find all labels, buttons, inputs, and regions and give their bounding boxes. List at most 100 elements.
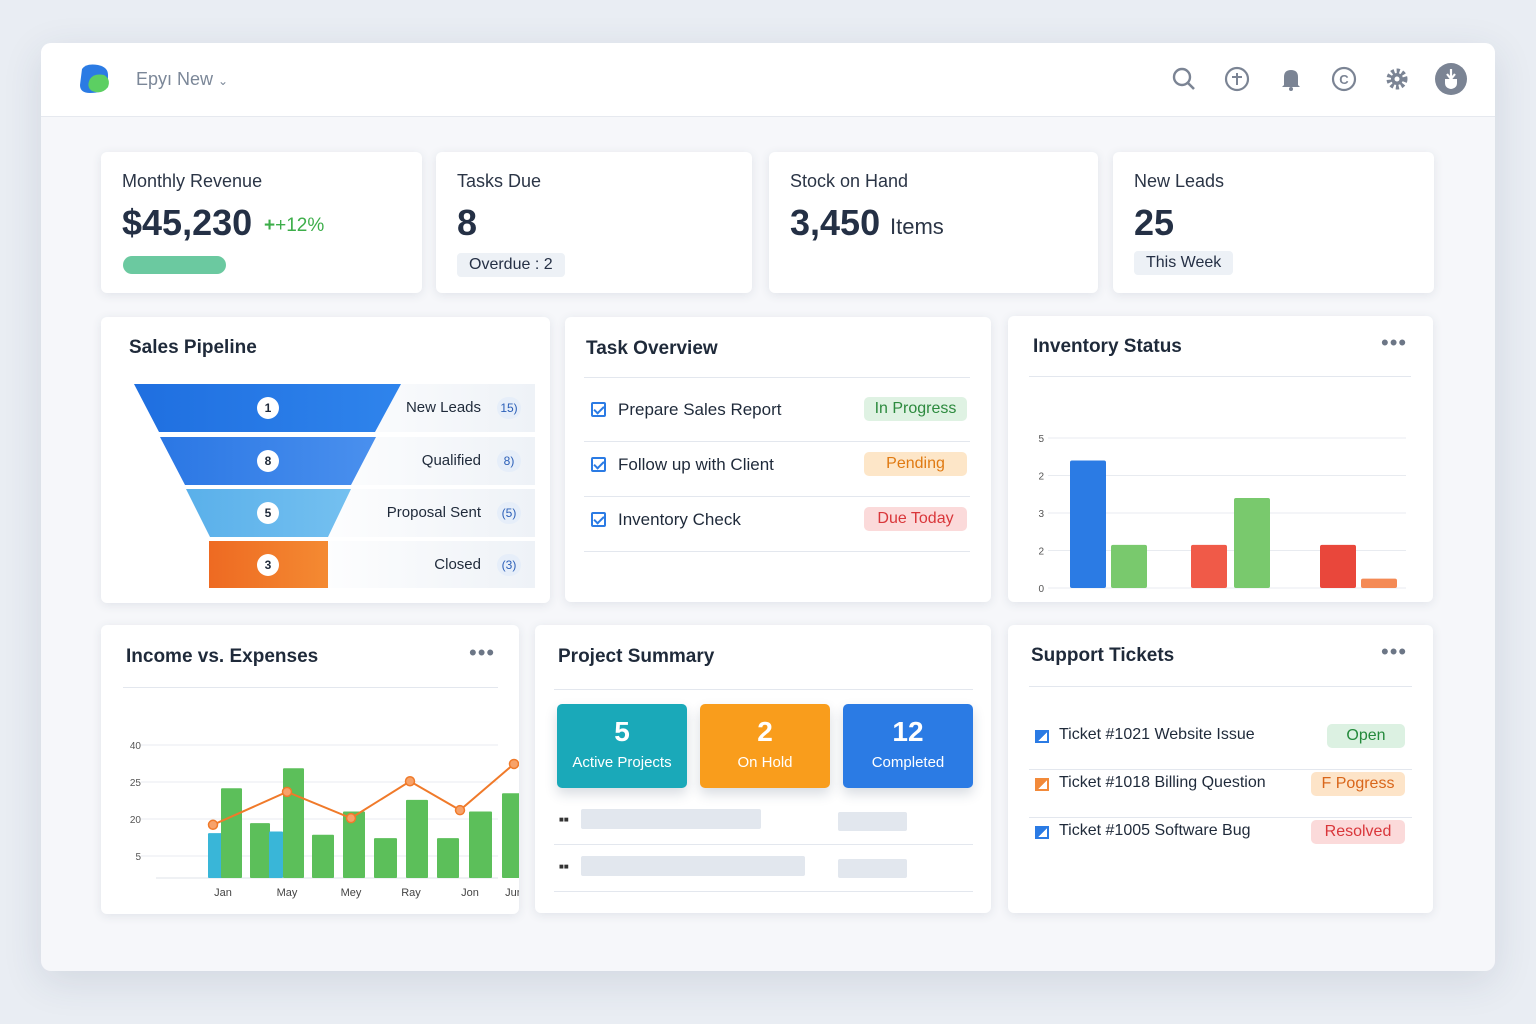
chevron-down-icon: ⌄ bbox=[218, 74, 229, 88]
ticket-label: Ticket #1021 Website Issue bbox=[1059, 726, 1255, 743]
user-avatar-icon[interactable] bbox=[1435, 63, 1467, 95]
stage-label: New Leads bbox=[405, 399, 481, 416]
bar-income bbox=[269, 831, 283, 878]
tile-label: On Hold bbox=[737, 754, 793, 771]
checkbox-checked[interactable] bbox=[591, 402, 606, 417]
stage-count: (5) bbox=[497, 502, 521, 524]
stage-count: 15) bbox=[497, 397, 521, 419]
divider bbox=[584, 496, 970, 497]
task-item[interactable]: Follow up with Client Pending bbox=[565, 452, 991, 482]
bar-expenses bbox=[312, 834, 334, 878]
task-item[interactable]: Inventory Check Due Today bbox=[565, 507, 991, 537]
divider bbox=[1029, 817, 1412, 818]
search-icon[interactable] bbox=[1170, 65, 1198, 93]
task-item[interactable]: Prepare Sales Report In Progress bbox=[565, 397, 991, 427]
kpi-title: New Leads bbox=[1134, 171, 1225, 191]
card-title: Inventory Status bbox=[1033, 336, 1182, 357]
trend-point bbox=[207, 819, 219, 831]
workspace-selector[interactable]: Epyı New ⌄ bbox=[136, 69, 228, 90]
bar bbox=[1070, 460, 1106, 588]
kpi-new-leads: New Leads 25 This Week bbox=[1113, 152, 1434, 293]
task-status-badge: Due Today bbox=[864, 507, 967, 531]
bar-expenses bbox=[343, 811, 365, 878]
trend-point bbox=[281, 786, 293, 798]
overdue-badge: Overdue : 2 bbox=[457, 253, 565, 277]
card-title: Project Summary bbox=[558, 646, 715, 667]
x-tick-label: Jun bbox=[505, 887, 519, 899]
more-options-icon[interactable]: ••• bbox=[1381, 639, 1408, 664]
revenue-progress-bar bbox=[123, 256, 226, 274]
divider bbox=[1029, 769, 1412, 770]
ticket-item[interactable]: Ticket #1021 Website Issue Open bbox=[1008, 723, 1433, 751]
pipeline-stage[interactable]: 3 Closed (3) bbox=[101, 541, 535, 588]
project-summary-card: Project Summary 5 Active Projects 2 On Hold… bbox=[535, 625, 991, 913]
more-options-icon[interactable]: ••• bbox=[469, 640, 496, 665]
stage-label-bg bbox=[301, 541, 535, 588]
task-status-badge: Pending bbox=[864, 452, 967, 476]
top-bar: Epyı New ⌄ C bbox=[41, 43, 1495, 117]
task-label: Inventory Check bbox=[618, 510, 741, 529]
app-window: Epyı New ⌄ C Monthly Revenue $45,230 ++1… bbox=[41, 43, 1495, 971]
checkbox-checked[interactable] bbox=[591, 457, 606, 472]
kpi-stock-on-hand: Stock on Hand 3,450 Items bbox=[769, 152, 1098, 293]
project-stat-tile[interactable]: 2 On Hold bbox=[700, 704, 830, 788]
pipeline-stage[interactable]: 1 New Leads 15) bbox=[101, 384, 535, 432]
stage-label: Proposal Sent bbox=[386, 504, 481, 521]
bell-icon[interactable] bbox=[1277, 65, 1305, 93]
add-circle-icon[interactable] bbox=[1223, 65, 1251, 93]
project-stat-tile[interactable]: 5 Active Projects bbox=[557, 704, 687, 788]
ticket-icon bbox=[1035, 730, 1049, 743]
x-tick-label: May bbox=[277, 887, 298, 899]
kpi-title: Stock on Hand bbox=[790, 171, 909, 191]
ticket-status-badge: F Pogress bbox=[1311, 772, 1405, 796]
stage-count: (3) bbox=[497, 553, 521, 576]
card-title: Sales Pipeline bbox=[129, 337, 257, 358]
stage-number: 8 bbox=[257, 450, 279, 472]
y-tick-label: 40 bbox=[130, 741, 142, 752]
y-tick-label: 2 bbox=[1038, 547, 1044, 558]
kpi-tasks-due: Tasks Due 8 Overdue : 2 bbox=[436, 152, 752, 293]
bar-expenses bbox=[502, 793, 519, 878]
trend-point bbox=[454, 804, 466, 816]
placeholder-bar bbox=[838, 812, 907, 831]
tile-value: 12 bbox=[892, 716, 924, 747]
more-options-icon[interactable]: ••• bbox=[1381, 330, 1408, 355]
stage-label: Closed bbox=[434, 555, 481, 573]
card-title: Task Overview bbox=[586, 338, 718, 359]
y-tick-label: 0 bbox=[1038, 584, 1044, 595]
sales-pipeline-card: Sales Pipeline 1 New Leads 15) 8 Qualified 8)… bbox=[101, 317, 550, 603]
x-tick-label: Jan bbox=[214, 887, 232, 899]
task-overview-card: Task Overview Prepare Sales Report In Pro… bbox=[565, 317, 991, 602]
placeholder-bar bbox=[581, 809, 761, 829]
bar bbox=[1234, 498, 1270, 588]
checkbox-checked[interactable] bbox=[591, 512, 606, 527]
row-handle-icon: ■■ bbox=[559, 815, 569, 824]
kpi-title: Tasks Due bbox=[457, 171, 542, 191]
tile-label: Completed bbox=[871, 754, 945, 771]
project-stat-tile[interactable]: 12 Completed bbox=[843, 704, 973, 788]
ticket-icon bbox=[1035, 778, 1049, 791]
bar bbox=[1111, 544, 1147, 588]
pipeline-stage[interactable]: 8 Qualified 8) bbox=[101, 437, 535, 485]
x-tick-label: Ray bbox=[401, 887, 421, 899]
kpi-value: 3,450 bbox=[790, 202, 881, 243]
divider bbox=[584, 551, 970, 552]
ticket-item[interactable]: Ticket #1005 Software Bug Resolved bbox=[1008, 819, 1433, 847]
bar bbox=[1320, 544, 1356, 588]
bar-expenses bbox=[221, 788, 242, 878]
gear-icon[interactable] bbox=[1383, 65, 1411, 93]
pipeline-stage[interactable]: 5 Proposal Sent (5) bbox=[101, 489, 535, 537]
income-expenses-chart: 5202540JanMayMeyRayJonJunIncomeExpensesL… bbox=[130, 741, 519, 899]
period-badge: This Week bbox=[1134, 251, 1234, 275]
trend-line bbox=[212, 763, 515, 826]
copyright-icon[interactable]: C bbox=[1330, 65, 1358, 93]
card-title: Support Tickets bbox=[1031, 645, 1175, 666]
bar bbox=[1191, 544, 1227, 588]
ticket-item[interactable]: Ticket #1018 Billing Question F Pogress bbox=[1008, 771, 1433, 799]
stage-number: 5 bbox=[257, 502, 279, 524]
bar-expenses bbox=[283, 768, 304, 878]
stage-count: 8) bbox=[497, 450, 521, 472]
ticket-status-badge: Resolved bbox=[1311, 820, 1405, 844]
card-title: Income vs. Expenses bbox=[126, 646, 319, 667]
row-handle-icon: ■■ bbox=[559, 862, 569, 871]
